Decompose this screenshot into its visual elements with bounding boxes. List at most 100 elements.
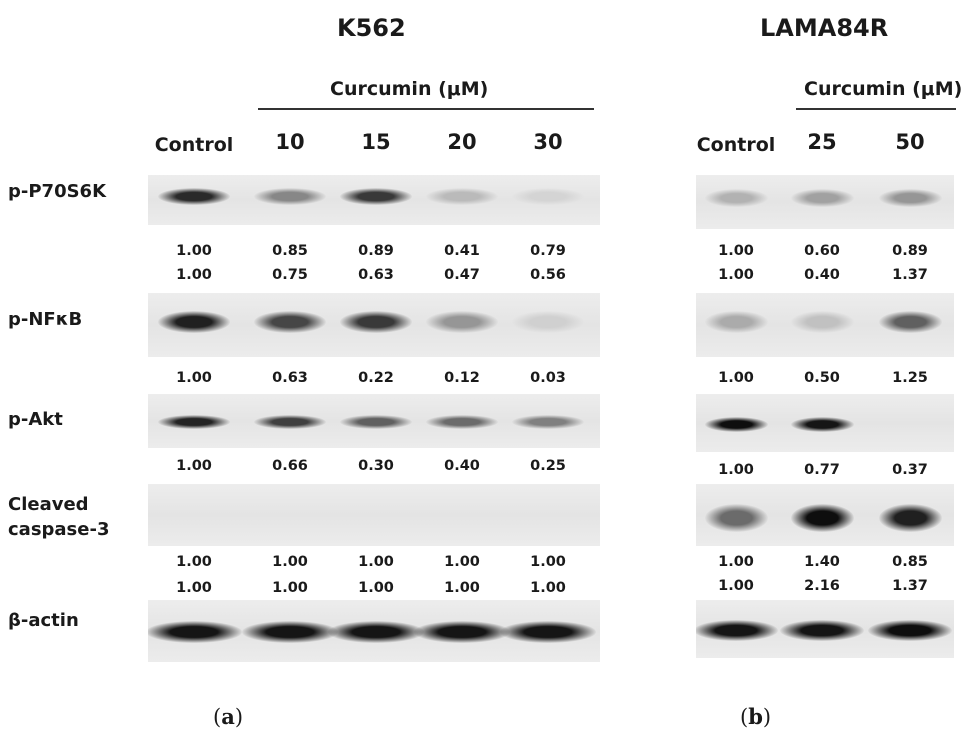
band xyxy=(512,415,584,430)
quant-value: 0.25 xyxy=(530,458,566,474)
band xyxy=(790,310,854,333)
quant-value: 0.85 xyxy=(272,243,308,259)
panel-b-title: LAMA84R xyxy=(760,14,889,42)
quant-value: 0.77 xyxy=(804,462,840,478)
band xyxy=(254,187,326,205)
lane-header: Control xyxy=(696,134,776,156)
band xyxy=(500,621,596,644)
band xyxy=(340,415,412,430)
quant-value: 1.00 xyxy=(718,578,754,594)
blot-strip xyxy=(696,175,954,229)
band xyxy=(254,310,326,333)
quant-value: 1.00 xyxy=(718,267,754,283)
lane-header: 25 xyxy=(807,130,837,154)
label-p-nfkb: p-NFκB xyxy=(8,309,83,330)
blot-strip xyxy=(696,600,954,658)
quant-value: 1.00 xyxy=(530,554,566,570)
quant-value: 1.00 xyxy=(718,243,754,259)
quant-value: 1.00 xyxy=(444,554,480,570)
label-p-akt: p-Akt xyxy=(8,409,63,430)
panel-a-title: K562 xyxy=(337,14,406,42)
blot-strip xyxy=(696,394,954,452)
quant-value: 1.00 xyxy=(176,267,212,283)
quant-value: 0.66 xyxy=(272,458,308,474)
quant-value: 1.00 xyxy=(718,554,754,570)
band xyxy=(328,621,424,644)
quant-value: 1.00 xyxy=(718,462,754,478)
band xyxy=(868,619,952,641)
blot-strip xyxy=(148,484,600,546)
quant-value: 0.89 xyxy=(358,243,394,259)
band xyxy=(878,504,942,533)
panel-b-treatment-label: Curcumin (μM) xyxy=(804,78,963,100)
quant-value: 0.79 xyxy=(530,243,566,259)
blot-strip xyxy=(148,175,600,225)
lane-header: 50 xyxy=(895,130,925,154)
quant-value: 0.63 xyxy=(272,370,308,386)
lane-header: 30 xyxy=(533,130,563,154)
band xyxy=(790,504,854,533)
label-beta-actin: β-actin xyxy=(8,610,79,631)
quant-value: 1.00 xyxy=(358,554,394,570)
band xyxy=(790,416,854,432)
band xyxy=(878,188,942,207)
quant-value: 0.40 xyxy=(444,458,480,474)
panel-b-treatment-rule xyxy=(796,108,956,110)
band xyxy=(878,310,942,333)
quant-value: 1.00 xyxy=(176,580,212,596)
blot-strip xyxy=(696,484,954,546)
band xyxy=(512,187,584,205)
quant-value: 0.85 xyxy=(892,554,928,570)
band xyxy=(414,621,510,644)
band xyxy=(780,619,864,641)
quant-value: 1.37 xyxy=(892,267,928,283)
quant-value: 1.37 xyxy=(892,578,928,594)
band xyxy=(426,310,498,333)
band xyxy=(242,621,338,644)
band xyxy=(512,310,584,333)
quant-value: 1.25 xyxy=(892,370,928,386)
band xyxy=(158,310,230,333)
band xyxy=(790,188,854,207)
band xyxy=(704,504,768,533)
lane-header: 15 xyxy=(361,130,391,154)
quant-value: 0.22 xyxy=(358,370,394,386)
quant-value: 0.41 xyxy=(444,243,480,259)
quant-value: 0.30 xyxy=(358,458,394,474)
quant-value: 1.00 xyxy=(530,580,566,596)
lane-header: 10 xyxy=(275,130,305,154)
label-cleaved-caspase-3-line1: Cleaved xyxy=(8,494,89,515)
panel-a-treatment-label: Curcumin (μM) xyxy=(330,78,489,100)
lane-header: Control xyxy=(154,134,234,156)
panel-a-treatment-rule xyxy=(258,108,594,110)
quant-value: 2.16 xyxy=(804,578,840,594)
panel-b-caption-letter: b xyxy=(748,704,763,729)
quant-value: 1.00 xyxy=(358,580,394,596)
quant-value: 0.47 xyxy=(444,267,480,283)
band xyxy=(340,310,412,333)
quant-value: 0.03 xyxy=(530,370,566,386)
blot-strip xyxy=(148,600,600,662)
label-p-p70s6k: p-P70S6K xyxy=(8,181,107,202)
quant-value: 0.12 xyxy=(444,370,480,386)
panel-a-caption-letter: a xyxy=(221,704,235,729)
quant-value: 1.00 xyxy=(272,580,308,596)
panel-a-caption: (a) xyxy=(213,704,244,729)
quant-value: 1.00 xyxy=(176,554,212,570)
blot-strip xyxy=(148,394,600,448)
band xyxy=(426,187,498,205)
quant-value: 1.00 xyxy=(272,554,308,570)
blot-strip xyxy=(696,293,954,357)
quant-value: 1.00 xyxy=(718,370,754,386)
quant-value: 1.00 xyxy=(444,580,480,596)
band xyxy=(696,619,778,641)
band xyxy=(158,415,230,430)
quant-value: 1.00 xyxy=(176,458,212,474)
quant-value: 0.63 xyxy=(358,267,394,283)
band xyxy=(158,187,230,205)
quant-value: 1.00 xyxy=(176,243,212,259)
quant-value: 1.00 xyxy=(176,370,212,386)
blot-strip xyxy=(148,293,600,357)
quant-value: 0.60 xyxy=(804,243,840,259)
